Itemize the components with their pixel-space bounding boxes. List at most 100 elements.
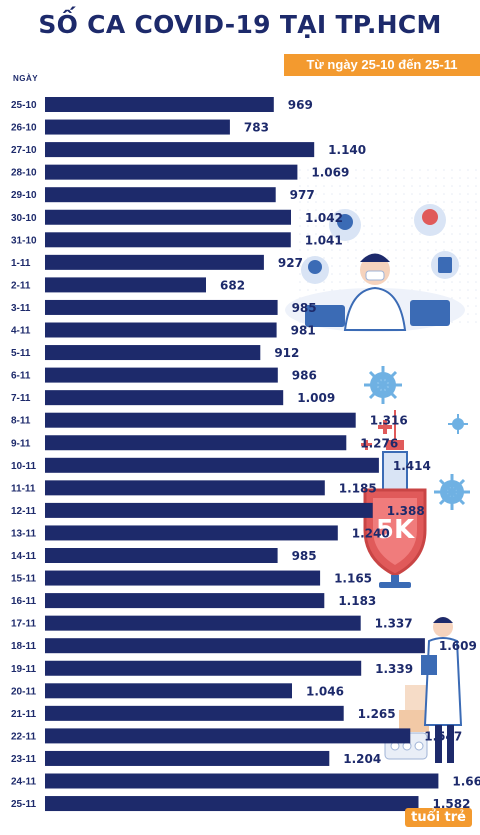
category-label: 25-11 — [11, 799, 36, 810]
bar — [45, 502, 373, 518]
svg-text:5K: 5K — [376, 515, 415, 545]
doctor-team-illustration — [285, 204, 465, 332]
category-label: 10-11 — [11, 461, 36, 472]
value-label: 1.609 — [439, 639, 477, 653]
value-label: 1.069 — [311, 166, 349, 180]
value-label: 985 — [292, 301, 317, 315]
value-label: 1.046 — [306, 684, 344, 698]
value-label: 1.666 — [452, 775, 480, 789]
category-label: 13-11 — [11, 528, 36, 539]
value-label: 1.041 — [305, 233, 343, 247]
bar — [45, 367, 278, 383]
bar — [45, 773, 439, 789]
value-label: 1.042 — [305, 211, 343, 225]
category-label: 12-11 — [11, 506, 36, 517]
category-label: 16-11 — [11, 596, 36, 607]
value-label: 1.265 — [358, 707, 396, 721]
value-label: 1.316 — [370, 414, 408, 428]
bar — [45, 593, 325, 609]
bar — [45, 683, 292, 699]
value-label: 981 — [291, 324, 316, 338]
value-label: 1.183 — [338, 594, 376, 608]
value-label: 682 — [220, 278, 245, 292]
virus-icon — [364, 366, 402, 404]
category-label: 30-10 — [11, 213, 37, 224]
value-label: 1.388 — [387, 504, 425, 518]
value-label: 1.582 — [433, 797, 471, 811]
category-label: 27-10 — [11, 145, 37, 156]
category-label: 11-11 — [11, 483, 36, 494]
bar — [45, 142, 315, 158]
bar — [45, 705, 344, 721]
category-label: 23-11 — [11, 754, 36, 765]
category-label: 18-11 — [11, 641, 36, 652]
category-label: 14-11 — [11, 551, 36, 562]
bar — [45, 615, 361, 631]
category-label: 5-11 — [11, 348, 31, 359]
bar — [45, 390, 284, 406]
bar — [45, 570, 321, 586]
value-label: 783 — [244, 121, 269, 135]
bar — [45, 164, 298, 180]
category-label: 9-11 — [11, 438, 31, 449]
category-label: 4-11 — [11, 326, 31, 337]
value-label: 1.185 — [339, 481, 377, 495]
bar — [45, 254, 264, 270]
bar — [45, 412, 356, 428]
y-axis-label: NGÀY — [13, 74, 39, 83]
syringe-shield-illustration: 5K — [361, 410, 427, 588]
category-label: 17-11 — [11, 619, 36, 630]
category-label: 20-11 — [11, 686, 36, 697]
category-label: 28-10 — [11, 168, 37, 179]
value-label: 1.339 — [375, 662, 413, 676]
value-label: 912 — [274, 346, 299, 360]
value-label: 1.204 — [343, 752, 381, 766]
category-label: 15-11 — [11, 574, 36, 585]
category-label: 22-11 — [11, 731, 36, 742]
bar — [45, 435, 347, 451]
value-label: 1.009 — [297, 391, 335, 405]
category-label: 24-11 — [11, 777, 36, 788]
value-label: 985 — [292, 549, 317, 563]
value-label: 977 — [290, 188, 315, 202]
bar — [45, 638, 425, 654]
value-label: 1.140 — [328, 143, 366, 157]
value-label: 969 — [288, 98, 313, 112]
bar — [45, 480, 325, 496]
bar — [45, 187, 276, 203]
value-label: 1.414 — [393, 459, 431, 473]
bar — [45, 457, 379, 473]
category-label: 21-11 — [11, 709, 36, 720]
category-label: 2-11 — [11, 280, 31, 291]
value-label: 1.165 — [334, 572, 372, 586]
value-label: 1.547 — [424, 729, 462, 743]
chart-subtitle: Từ ngày 25-10 đến 25-11 — [284, 54, 480, 76]
bar — [45, 345, 261, 361]
bar — [45, 796, 419, 812]
bar — [45, 277, 206, 293]
category-label: 6-11 — [11, 371, 31, 382]
virus-icon — [434, 474, 470, 510]
bar — [45, 525, 338, 541]
bar — [45, 97, 274, 112]
category-label: 1-11 — [11, 258, 31, 269]
doctor-pills-illustration — [384, 617, 463, 763]
virus-icon — [448, 414, 468, 434]
category-label: 19-11 — [11, 664, 36, 675]
value-label: 986 — [292, 369, 317, 383]
bar — [45, 209, 291, 225]
category-label: 25-10 — [11, 100, 37, 111]
bar — [45, 299, 278, 315]
bar — [45, 232, 291, 248]
category-label: 31-10 — [11, 235, 37, 246]
bar — [45, 548, 278, 563]
category-label: 7-11 — [11, 393, 31, 404]
chart-title: SỐ CA COVID-19 TẠI TP.HCM — [38, 10, 442, 39]
value-label: 927 — [278, 256, 303, 270]
bar — [45, 660, 362, 676]
background-dots — [299, 169, 477, 323]
value-label: 1.240 — [352, 526, 390, 540]
newspaper-logo: tuổi trẻ — [405, 808, 472, 827]
bar — [45, 728, 411, 744]
